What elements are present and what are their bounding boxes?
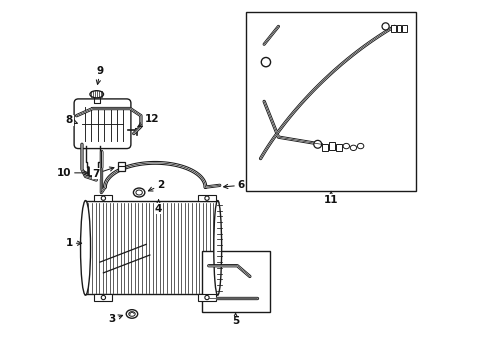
Bar bbox=[201, 251, 269, 312]
Bar bbox=[94, 195, 112, 202]
Bar bbox=[198, 294, 216, 301]
Bar bbox=[94, 294, 112, 301]
Circle shape bbox=[313, 140, 321, 148]
Ellipse shape bbox=[136, 190, 142, 195]
Text: 4: 4 bbox=[154, 200, 162, 213]
Bar bbox=[246, 12, 415, 191]
Text: 10: 10 bbox=[57, 168, 88, 178]
Bar bbox=[198, 195, 216, 202]
FancyBboxPatch shape bbox=[74, 99, 131, 149]
Ellipse shape bbox=[213, 201, 221, 295]
Bar bbox=[336, 144, 341, 152]
Bar bbox=[402, 24, 406, 32]
Ellipse shape bbox=[357, 143, 363, 149]
Text: 6: 6 bbox=[223, 180, 244, 190]
Circle shape bbox=[101, 196, 105, 201]
Bar bbox=[390, 24, 395, 32]
Ellipse shape bbox=[349, 145, 356, 150]
Text: 7: 7 bbox=[92, 167, 114, 179]
Circle shape bbox=[204, 196, 209, 201]
Ellipse shape bbox=[90, 91, 103, 98]
Text: 8: 8 bbox=[66, 115, 77, 125]
Text: 1: 1 bbox=[66, 238, 81, 248]
Text: 9: 9 bbox=[96, 66, 103, 84]
Bar bbox=[328, 143, 334, 150]
Text: 5: 5 bbox=[231, 313, 239, 326]
Bar bbox=[396, 24, 401, 32]
Text: 11: 11 bbox=[323, 191, 338, 204]
Circle shape bbox=[101, 296, 105, 300]
Bar bbox=[118, 162, 124, 171]
Text: 12: 12 bbox=[138, 114, 159, 127]
Circle shape bbox=[204, 296, 209, 300]
Bar bbox=[85, 202, 217, 294]
Ellipse shape bbox=[343, 143, 349, 149]
Text: 2: 2 bbox=[148, 180, 164, 191]
Circle shape bbox=[381, 23, 388, 30]
Bar bbox=[322, 144, 327, 152]
Ellipse shape bbox=[81, 201, 90, 295]
Text: 3: 3 bbox=[108, 314, 122, 324]
Ellipse shape bbox=[126, 310, 138, 318]
Ellipse shape bbox=[133, 188, 144, 197]
Ellipse shape bbox=[128, 312, 135, 316]
Circle shape bbox=[261, 58, 270, 67]
